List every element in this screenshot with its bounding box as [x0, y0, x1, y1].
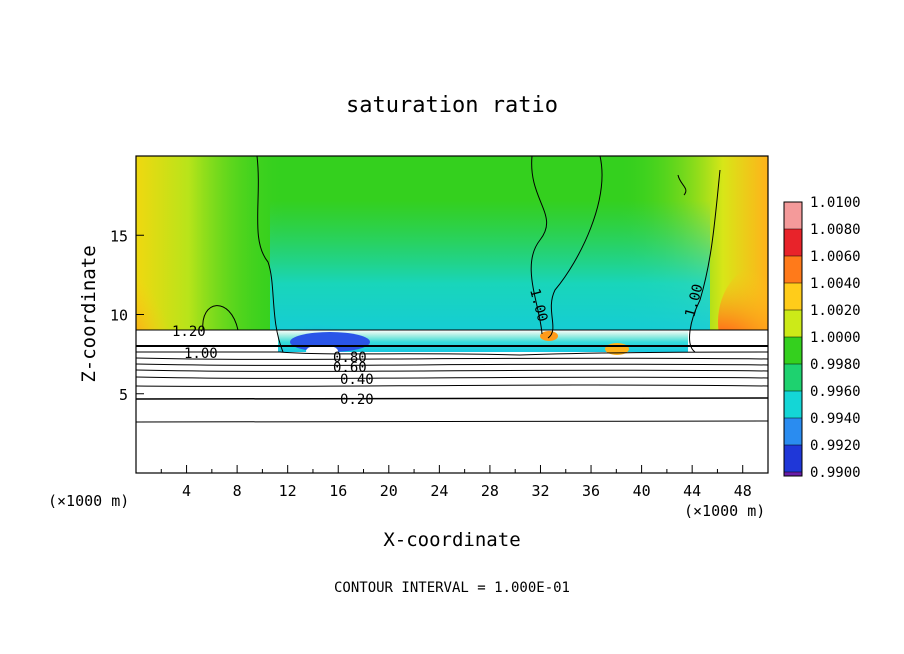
colorbar-label: 1.0060	[810, 249, 861, 265]
contour-iso-020	[136, 397, 768, 400]
x-axis-ticks: 4 8 12 16 20 24 28 32 36 40 44 48	[160, 465, 752, 500]
contour-line-4	[689, 169, 721, 353]
x-tick-label: 8	[233, 482, 242, 500]
x-tick-label: 28	[481, 482, 499, 500]
x-tick-label: 40	[633, 482, 651, 500]
x-unit-right: (×1000 m)	[684, 502, 765, 520]
contour-label-4: 0.60	[333, 360, 367, 376]
contour-label-2: 1.00	[184, 346, 218, 362]
contour-line-6	[677, 174, 687, 196]
x-tick-label: 16	[329, 482, 347, 500]
colorbar-label: 0.9960	[810, 384, 861, 400]
chart-title: saturation ratio	[346, 93, 558, 118]
x-axis-label: X-coordinate	[383, 529, 520, 551]
field-warm-bump-2	[540, 331, 558, 341]
colorbar-swatch	[784, 310, 802, 337]
contour-label-5: 0.40	[340, 372, 374, 388]
colorbar-label: 0.9920	[810, 438, 861, 454]
colorbar-label: 1.0080	[810, 222, 861, 238]
colorbar-swatch	[784, 364, 802, 391]
contour-iso-100	[136, 351, 768, 356]
colorbar-swatch	[784, 391, 802, 418]
y-axis-label: Z-coordinate	[78, 245, 100, 382]
y-tick-label: 10	[110, 307, 128, 325]
colorbar-swatch	[784, 472, 802, 476]
contour-interval-note: CONTOUR INTERVAL = 1.000E-01	[334, 580, 570, 596]
colorbar-swatch	[784, 445, 802, 472]
contour-line-1	[256, 156, 284, 353]
colorbar-label: 0.9900	[810, 465, 861, 481]
x-unit-left: (×1000 m)	[48, 492, 129, 510]
heatmap-field	[136, 156, 768, 473]
colorbar: 1.0100 1.0080 1.0060 1.0040 1.0020 1.0000 0.99…	[783, 195, 861, 481]
contour-label-3: 0.80	[333, 350, 367, 366]
colorbar-swatch	[784, 283, 802, 310]
contour-line-2	[530, 156, 548, 335]
contour-line-5	[202, 305, 239, 331]
colorbar-label: 1.0040	[810, 276, 861, 292]
colorbar-label: 0.9940	[810, 411, 861, 427]
colorbar-label: 1.0100	[810, 195, 861, 211]
x-tick-label: 20	[380, 482, 398, 500]
x-tick-label: 4	[182, 482, 191, 500]
colorbar-label: 1.0000	[810, 330, 861, 346]
x-tick-label: 12	[279, 482, 297, 500]
contour-iso-040	[136, 376, 768, 379]
x-tick-label: 32	[531, 482, 549, 500]
contour-lines	[136, 156, 768, 423]
contour-iso-030	[136, 384, 768, 387]
y-axis-ticks: 5 10 15	[110, 227, 144, 404]
contour-iso-050	[136, 369, 768, 372]
y-tick-label: 15	[110, 227, 128, 245]
contour-line-3	[547, 156, 603, 339]
x-tick-label: 36	[582, 482, 600, 500]
colorbar-swatch	[784, 229, 802, 256]
contour-label-group: 1.20 1.00 0.80 0.60 0.40 0.20 1.00 1.00	[172, 282, 707, 408]
contour-iso-060	[136, 363, 768, 366]
colorbar-label: 0.9980	[810, 357, 861, 373]
colorbar-swatch	[784, 337, 802, 364]
contour-iso-080	[136, 357, 768, 360]
x-tick-label: 48	[734, 482, 752, 500]
x-tick-label: 24	[430, 482, 448, 500]
colorbar-swatch	[784, 256, 802, 283]
contour-label-1: 1.20	[172, 324, 206, 340]
x-tick-label: 44	[683, 482, 701, 500]
contour-label-6: 0.20	[340, 392, 374, 408]
colorbar-label: 1.0020	[810, 303, 861, 319]
colorbar-swatch	[784, 202, 802, 229]
y-tick-label: 5	[119, 386, 128, 404]
colorbar-swatch	[784, 418, 802, 445]
